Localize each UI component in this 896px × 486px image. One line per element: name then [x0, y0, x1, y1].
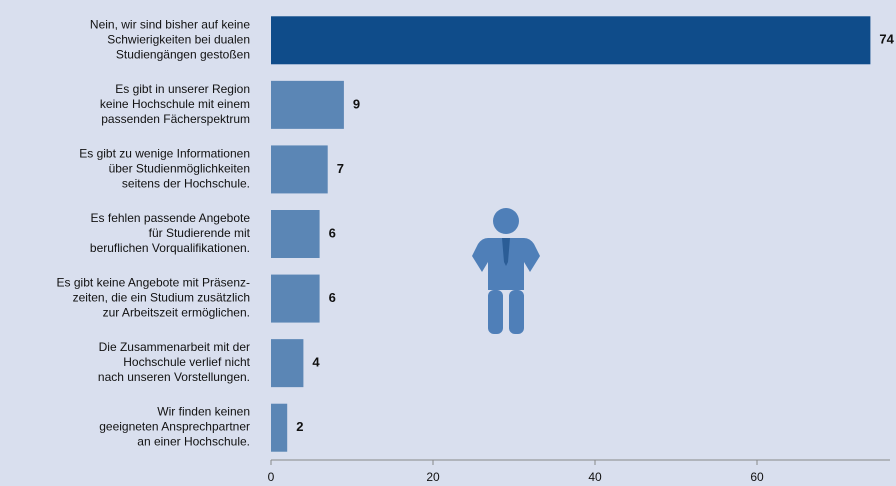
category-label: Es gibt zu wenige Informationen über Stud… — [79, 147, 250, 191]
category-label-line: Studiengängen gestoßen — [116, 47, 250, 61]
data-label: 2 — [296, 419, 303, 434]
category-label-line: Wir finden keinen — [157, 405, 250, 419]
bar — [271, 16, 871, 65]
data-label: 74 — [879, 32, 894, 47]
x-tick-label: 60 — [750, 470, 764, 484]
category-label-line: geeigneten Ansprechpartner — [99, 420, 250, 434]
x-tick-label: 0 — [268, 470, 275, 484]
data-label: 9 — [353, 96, 360, 111]
data-label: 6 — [329, 290, 336, 305]
category-label-line: Es gibt in unserer Region — [115, 82, 250, 96]
category-label-line: Hochschule verlief nicht — [123, 355, 250, 369]
category-label-line: zeiten, die ein Studium zusätzlich — [73, 291, 250, 305]
data-label: 6 — [329, 225, 336, 240]
category-label-line: Es gibt keine Angebote mit Präsenz- — [57, 276, 250, 290]
category-label-line: Die Zusammenarbeit mit der — [99, 340, 250, 354]
category-label-line: zur Arbeitszeit ermöglichen. — [103, 306, 250, 320]
category-label-line: beruflichen Vorqualifikationen. — [90, 241, 250, 255]
x-tick-label: 20 — [426, 470, 440, 484]
category-label: Es gibt in unserer Region keine Hochschul… — [100, 82, 250, 126]
category-label-line: an einer Hochschule. — [137, 435, 250, 449]
category-label: Wir finden keinen geeigneten Ansprechpart… — [99, 405, 250, 449]
category-label-line: seitens der Hochschule. — [122, 177, 250, 191]
bar — [271, 339, 304, 388]
bar — [271, 80, 344, 129]
category-label-line: Nein, wir sind bisher auf keine — [90, 17, 250, 31]
bar — [271, 210, 320, 258]
person-icon — [472, 208, 540, 334]
category-label-line: über Studienmöglichkeiten — [109, 162, 250, 176]
category-label: Es fehlen passende Angebote für Studieren… — [90, 211, 251, 255]
category-label-line: für Studierende mit — [149, 226, 251, 240]
category-label-line: nach unseren Vorstellungen. — [98, 370, 250, 384]
category-label: Nein, wir sind bisher auf keine Schwierig… — [90, 17, 250, 61]
category-label: Die Zusammenarbeit mit der Hochschule ver… — [98, 340, 251, 384]
category-label-line: passenden Fächerspektrum — [101, 112, 250, 126]
category-label-line: keine Hochschule mit einem — [100, 97, 250, 111]
category-label: Es gibt keine Angebote mit Präsenz-zeite… — [57, 276, 250, 320]
data-label: 4 — [312, 355, 320, 370]
bar — [271, 274, 320, 323]
category-label-line: Schwierigkeiten bei dualen — [107, 32, 250, 46]
bar — [271, 145, 328, 194]
category-label-line: Es gibt zu wenige Informationen — [79, 147, 250, 161]
bar — [271, 403, 288, 452]
data-label: 7 — [337, 161, 344, 176]
category-label-line: Es fehlen passende Angebote — [91, 211, 251, 225]
x-tick-label: 40 — [588, 470, 602, 484]
